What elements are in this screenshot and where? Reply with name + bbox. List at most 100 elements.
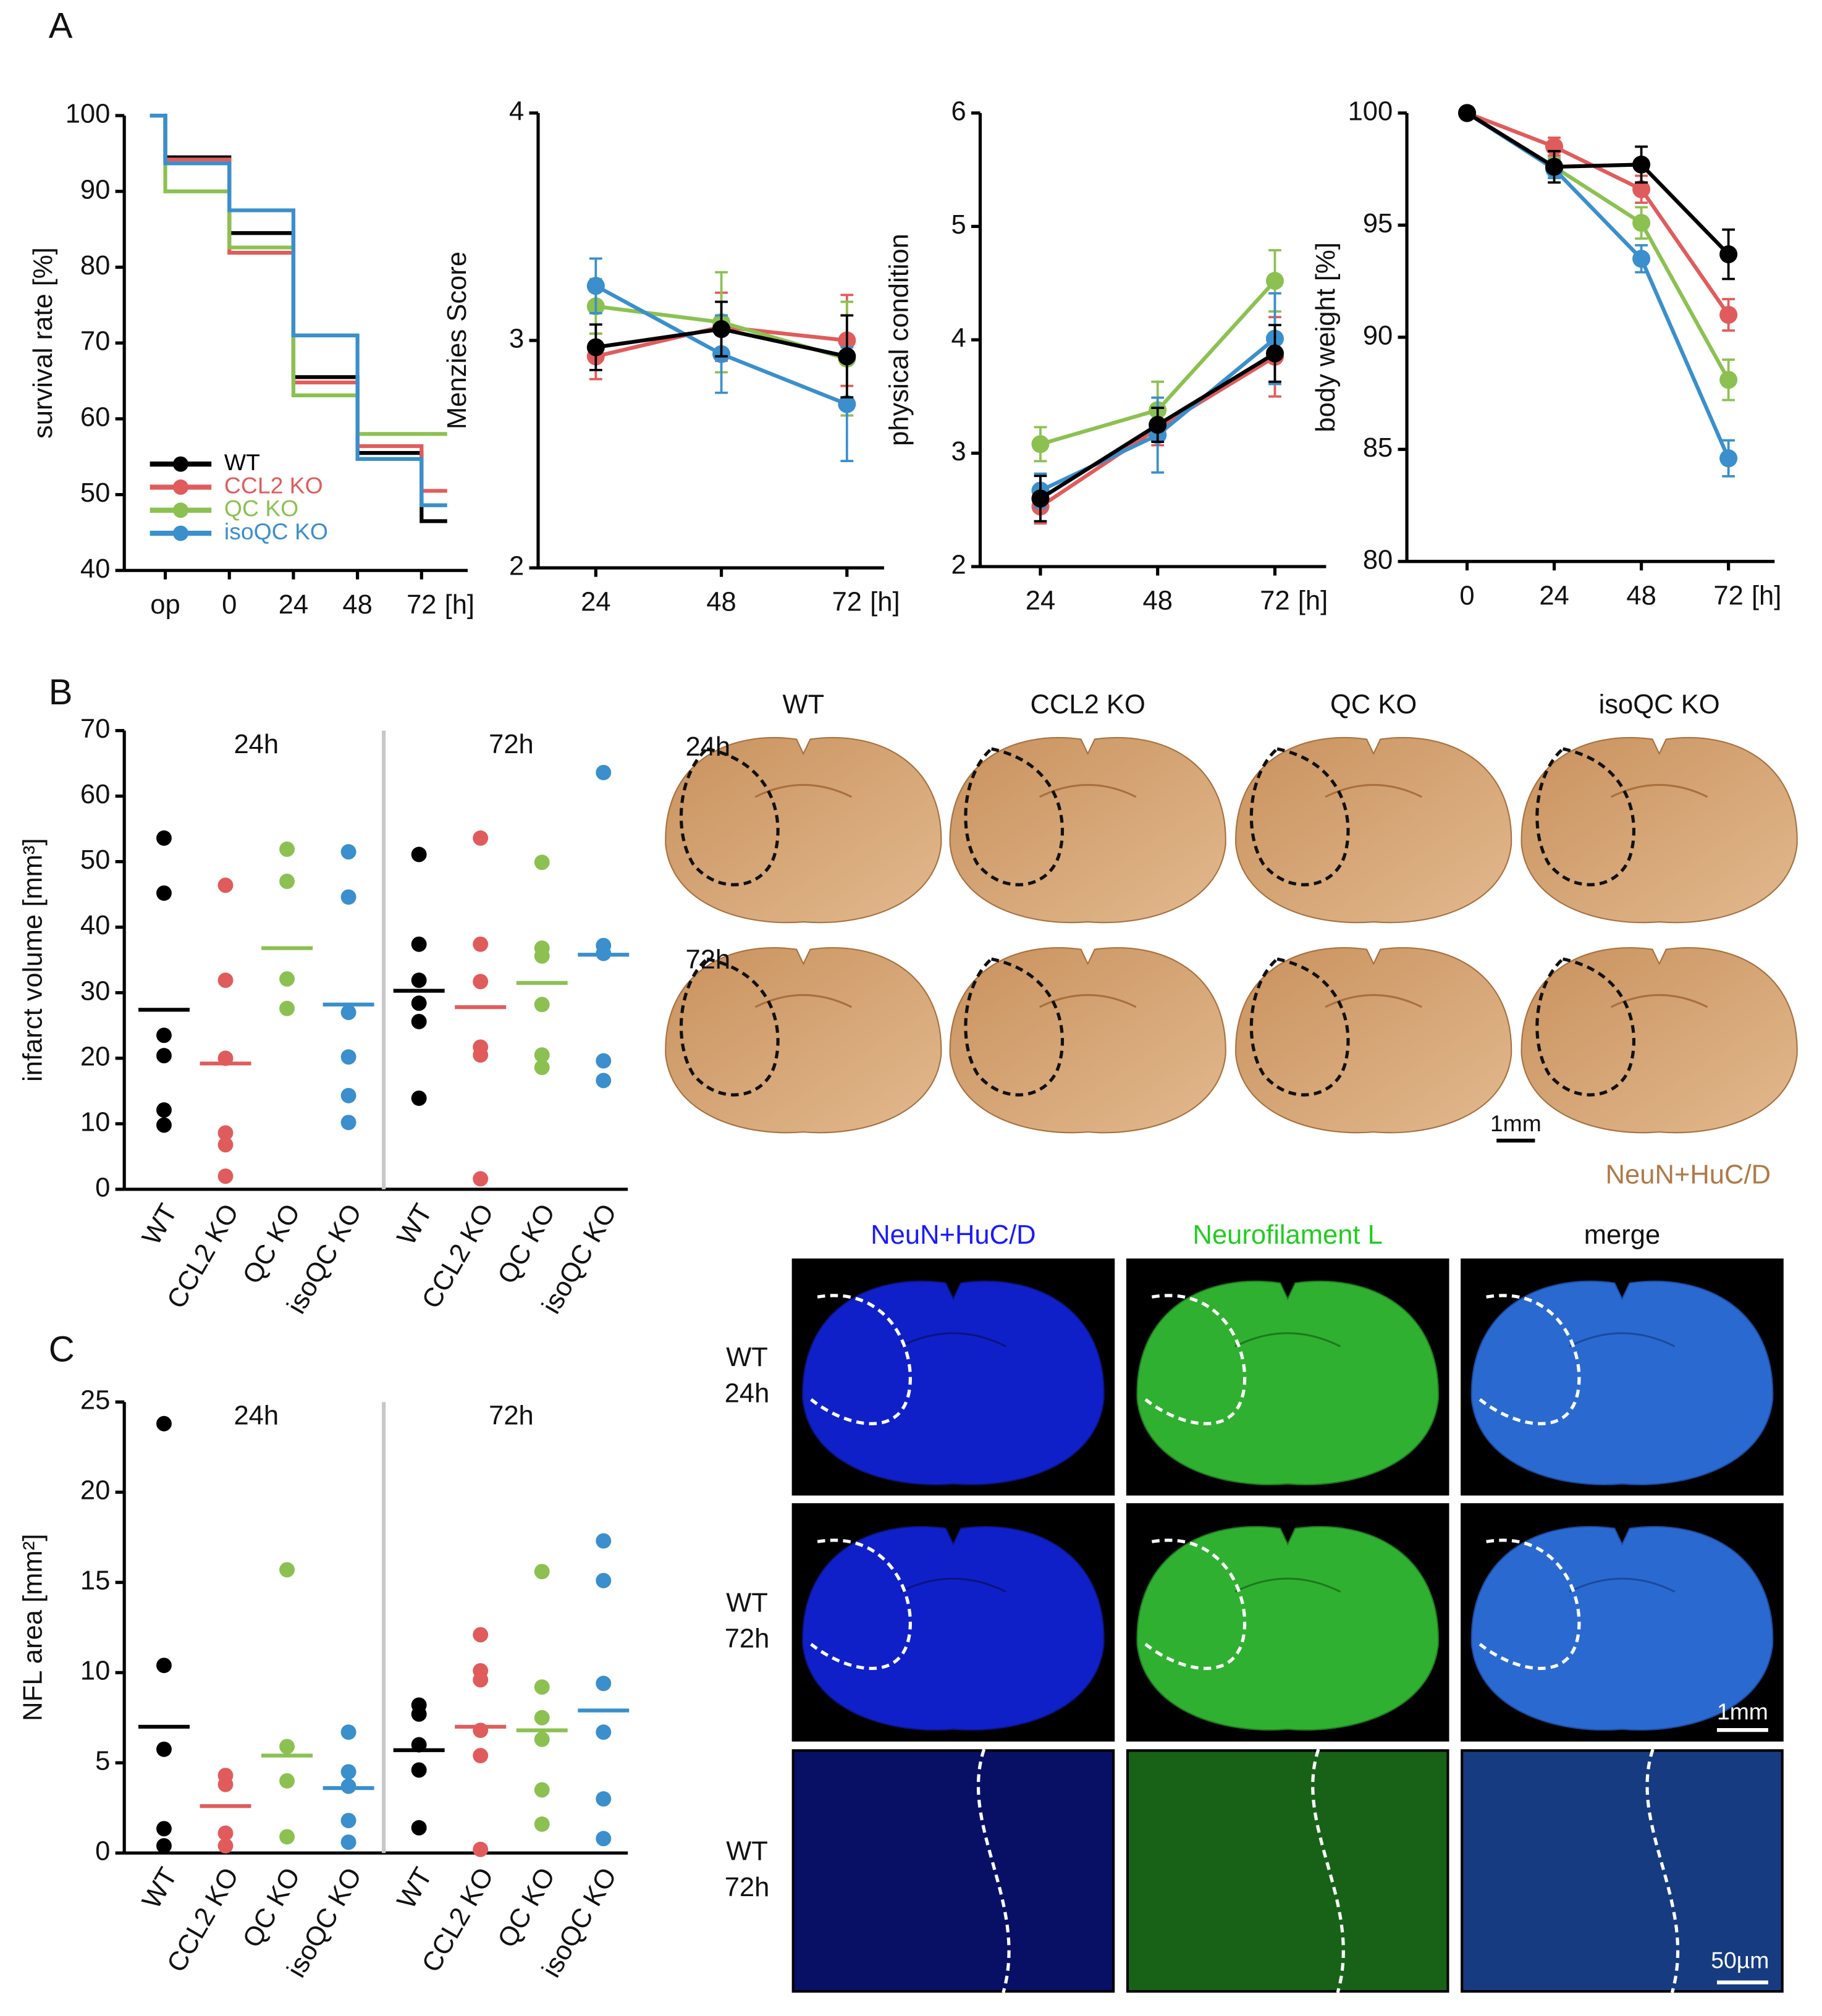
data-point bbox=[156, 885, 172, 901]
data-point bbox=[596, 1676, 612, 1692]
data-point bbox=[217, 1776, 234, 1792]
y-axis-label: survival rate [%] bbox=[28, 247, 58, 439]
data-point bbox=[217, 877, 234, 893]
data-point bbox=[1632, 155, 1651, 174]
data-point bbox=[340, 1049, 356, 1065]
brain-section bbox=[1470, 1525, 1774, 1731]
y-tick-label: 0 bbox=[95, 1173, 110, 1202]
group-label: 72h bbox=[489, 730, 534, 759]
panel-label: B bbox=[49, 672, 73, 712]
brain-section bbox=[802, 1525, 1105, 1731]
data-point bbox=[279, 971, 295, 987]
ventricle bbox=[1610, 994, 1708, 1008]
ventricle bbox=[900, 1577, 1006, 1593]
y-axis-label: infarct volume [mm³] bbox=[18, 838, 48, 1082]
x-tick-label: 48 bbox=[1626, 581, 1656, 610]
brain-section bbox=[802, 1280, 1105, 1485]
data-point bbox=[1031, 435, 1050, 453]
legend-marker bbox=[172, 502, 188, 518]
y-tick-label: 85 bbox=[1363, 433, 1393, 463]
data-point bbox=[340, 1724, 356, 1740]
y-tick-label: 5 bbox=[95, 1747, 110, 1776]
legend-label: WT bbox=[224, 449, 260, 475]
infarct-outline bbox=[964, 957, 1065, 1097]
y-tick-label: 3 bbox=[509, 324, 524, 354]
x-axis-label: [h] bbox=[1752, 581, 1781, 610]
row-label: 24h bbox=[725, 1378, 770, 1408]
data-point bbox=[473, 1672, 489, 1688]
y-tick-label: 90 bbox=[1363, 321, 1393, 350]
data-point bbox=[156, 1415, 172, 1432]
ventricle bbox=[1325, 994, 1422, 1008]
column-label: CCL2 KO bbox=[1031, 690, 1145, 720]
data-point bbox=[473, 830, 489, 846]
y-tick-label: 60 bbox=[80, 780, 110, 809]
data-point bbox=[1149, 416, 1167, 434]
data-point bbox=[473, 1748, 489, 1763]
data-point bbox=[473, 936, 489, 952]
ventricle bbox=[1569, 1332, 1676, 1348]
y-tick-label: 6 bbox=[951, 96, 966, 126]
data-point bbox=[340, 1813, 356, 1829]
column-label: isoQC KO bbox=[1599, 690, 1720, 720]
y-tick-label: 40 bbox=[80, 554, 110, 584]
column-label: merge bbox=[1584, 1220, 1660, 1250]
data-point bbox=[217, 972, 234, 989]
data-point bbox=[340, 889, 356, 905]
data-point bbox=[156, 1027, 172, 1044]
legend-label: QC KO bbox=[224, 496, 298, 521]
data-point bbox=[217, 1125, 234, 1141]
infarct-border bbox=[977, 1748, 1011, 1993]
data-point bbox=[411, 1762, 427, 1778]
brain-section bbox=[1235, 947, 1512, 1134]
y-tick-label: 100 bbox=[65, 99, 111, 129]
data-point bbox=[712, 320, 731, 339]
brain-section bbox=[949, 736, 1226, 924]
data-point bbox=[534, 1782, 550, 1798]
y-tick-label: 95 bbox=[1363, 209, 1393, 238]
legend-marker bbox=[172, 456, 188, 472]
y-tick-label: 90 bbox=[80, 175, 110, 205]
panel-label: A bbox=[49, 6, 73, 46]
infarct-outline bbox=[679, 747, 780, 887]
data-point bbox=[156, 830, 172, 846]
y-tick-label: 30 bbox=[80, 976, 110, 1006]
data-point bbox=[473, 974, 489, 990]
data-point bbox=[1719, 245, 1738, 264]
y-tick-label: 20 bbox=[80, 1042, 110, 1071]
brain-section bbox=[949, 947, 1226, 1134]
data-point bbox=[1632, 250, 1651, 268]
data-point bbox=[1719, 306, 1738, 324]
data-point bbox=[279, 841, 295, 857]
data-point bbox=[473, 1047, 489, 1063]
y-tick-label: 2 bbox=[509, 552, 524, 581]
row-label: WT bbox=[726, 1837, 768, 1866]
data-point bbox=[156, 1102, 172, 1118]
infarct-outline bbox=[1478, 1294, 1581, 1425]
infarct-outline bbox=[810, 1538, 912, 1670]
y-axis-label: body weight [%] bbox=[1311, 242, 1341, 432]
x-tick-label: 24 bbox=[1539, 581, 1569, 610]
infarct-outline bbox=[810, 1294, 912, 1425]
y-tick-label: 20 bbox=[80, 1476, 110, 1506]
ventricle bbox=[1569, 1577, 1676, 1593]
y-tick-label: 3 bbox=[951, 437, 966, 466]
x-tick-label: 0 bbox=[222, 590, 237, 620]
data-point bbox=[340, 1115, 356, 1131]
ventricle bbox=[1234, 1577, 1341, 1593]
y-tick-label: 0 bbox=[95, 1837, 110, 1866]
data-point bbox=[534, 1710, 550, 1726]
column-label: WT bbox=[782, 690, 824, 720]
data-point bbox=[217, 1137, 234, 1153]
data-point bbox=[156, 1838, 172, 1854]
data-point bbox=[217, 1838, 234, 1854]
legend-label: CCL2 KO bbox=[224, 472, 323, 498]
infarct-outline bbox=[1535, 747, 1636, 887]
infarct-outline bbox=[964, 747, 1065, 887]
data-point bbox=[534, 854, 550, 871]
y-axis-label: physical condition bbox=[884, 234, 914, 446]
data-point bbox=[340, 1087, 356, 1103]
survival-step bbox=[150, 113, 447, 507]
legend-label: isoQC KO bbox=[224, 518, 328, 544]
data-point bbox=[279, 1562, 295, 1578]
